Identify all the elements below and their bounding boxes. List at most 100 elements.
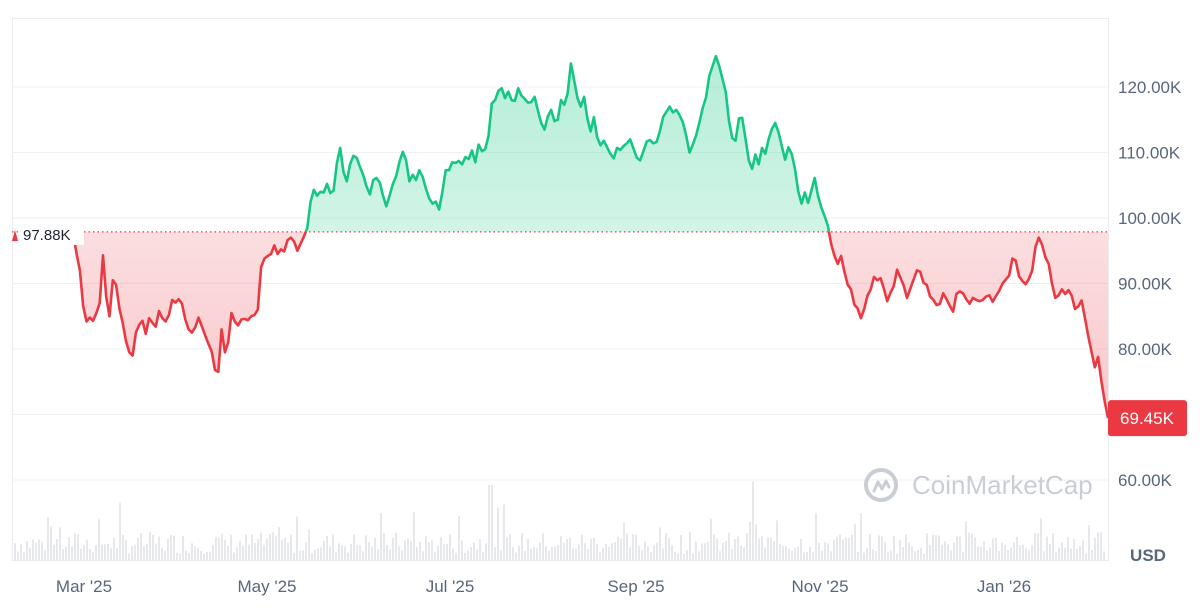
volume-bar bbox=[155, 543, 157, 560]
volume-bar bbox=[71, 546, 73, 560]
plot-border bbox=[12, 18, 1109, 561]
volume-bar bbox=[1010, 547, 1012, 560]
volume-bar bbox=[389, 549, 391, 560]
volume-bar bbox=[512, 547, 514, 560]
volume-bar bbox=[17, 551, 19, 560]
volume-bar bbox=[545, 546, 547, 560]
volume-bar bbox=[869, 533, 871, 560]
volume-bar bbox=[980, 546, 982, 560]
volume-bar bbox=[785, 546, 787, 560]
x-tick-label: Jul '25 bbox=[426, 577, 475, 596]
volume-bar bbox=[614, 541, 616, 560]
volume-bar bbox=[317, 548, 319, 560]
volume-bar bbox=[878, 535, 880, 560]
volume-bar bbox=[557, 544, 559, 560]
volume-bar bbox=[632, 534, 634, 560]
volume-bar bbox=[272, 532, 274, 560]
volume-bar bbox=[530, 548, 532, 560]
volume-bar bbox=[551, 546, 553, 560]
volume-bar bbox=[38, 539, 40, 560]
volume-bar bbox=[236, 547, 238, 560]
volume-bar bbox=[245, 534, 247, 560]
volume-bar bbox=[125, 539, 127, 560]
volume-bar bbox=[794, 547, 796, 560]
volume-bar bbox=[800, 538, 802, 560]
volume-bar bbox=[635, 534, 637, 560]
volume-bar bbox=[881, 536, 883, 560]
volume-bar bbox=[842, 539, 844, 560]
volume-bar bbox=[518, 545, 520, 560]
volume-bar bbox=[650, 551, 652, 560]
volume-bar bbox=[944, 541, 946, 560]
volume-bar bbox=[356, 545, 358, 560]
volume-bar bbox=[146, 544, 148, 560]
volume-bar bbox=[899, 540, 901, 560]
volume-bar bbox=[284, 537, 286, 560]
volume-bar bbox=[266, 538, 268, 560]
volume-bar bbox=[128, 553, 130, 560]
volume-bar bbox=[308, 529, 310, 560]
volume-bar bbox=[509, 533, 511, 560]
volume-bar bbox=[137, 537, 139, 560]
volume-bar bbox=[959, 536, 961, 560]
area-fill-below-baseline bbox=[70, 231, 1108, 419]
volume-bar bbox=[383, 533, 385, 560]
volume-bar bbox=[689, 532, 691, 560]
volume-bar bbox=[503, 504, 505, 560]
volume-bar bbox=[122, 535, 124, 560]
volume-bar bbox=[584, 543, 586, 560]
currency-unit-label: USD bbox=[1130, 546, 1166, 565]
volume-bar bbox=[485, 543, 487, 560]
volume-bar bbox=[347, 552, 349, 560]
volume-bar bbox=[1076, 548, 1078, 560]
volume-bar bbox=[200, 550, 202, 560]
volume-bar bbox=[833, 539, 835, 560]
y-tick-label: 110.00K bbox=[1118, 144, 1181, 163]
volume-bar bbox=[734, 539, 736, 560]
volume-bar bbox=[506, 537, 508, 560]
volume-bar bbox=[68, 536, 70, 560]
volume-bar bbox=[497, 507, 499, 560]
volume-bar bbox=[845, 537, 847, 560]
volume-bar bbox=[260, 532, 262, 560]
volume-bar bbox=[1055, 551, 1057, 560]
volume-bar bbox=[992, 538, 994, 560]
volume-bar bbox=[752, 481, 754, 560]
volume-bar bbox=[797, 546, 799, 560]
volume-bar bbox=[680, 534, 682, 560]
volume-bar bbox=[329, 546, 331, 560]
volume-bar bbox=[602, 547, 604, 560]
volume-bar bbox=[950, 550, 952, 560]
volume-bar bbox=[1064, 547, 1066, 560]
volume-bar bbox=[56, 539, 58, 560]
volume-bar bbox=[860, 513, 862, 560]
volume-bar bbox=[728, 532, 730, 560]
volume-bar bbox=[176, 553, 178, 560]
volume-bar bbox=[380, 512, 382, 560]
volume-bar bbox=[281, 539, 283, 560]
last-price-badge bbox=[1108, 400, 1187, 437]
volume-bar bbox=[467, 550, 469, 560]
volume-bar bbox=[410, 541, 412, 560]
volume-bar bbox=[257, 539, 259, 560]
volume-bar bbox=[674, 551, 676, 560]
volume-bar bbox=[713, 534, 715, 560]
volume-bar bbox=[470, 547, 472, 560]
volume-bar bbox=[275, 535, 277, 560]
volume-bar bbox=[872, 549, 874, 560]
volume-bar bbox=[458, 516, 460, 560]
price-line-below-baseline bbox=[70, 231, 1110, 419]
volume-bar bbox=[815, 513, 817, 560]
volume-bar bbox=[962, 551, 964, 560]
volume-bar bbox=[623, 522, 625, 560]
volume-bar bbox=[170, 534, 172, 560]
volume-bar bbox=[143, 546, 145, 560]
volume-bar bbox=[251, 534, 253, 560]
volume-bar bbox=[479, 539, 481, 560]
volume-bar bbox=[374, 537, 376, 560]
area-fill-above-baseline bbox=[70, 56, 829, 232]
volume-bar bbox=[971, 533, 973, 560]
volume-bar bbox=[905, 534, 907, 560]
volume-bar bbox=[1067, 537, 1069, 560]
volume-bar bbox=[566, 539, 568, 560]
